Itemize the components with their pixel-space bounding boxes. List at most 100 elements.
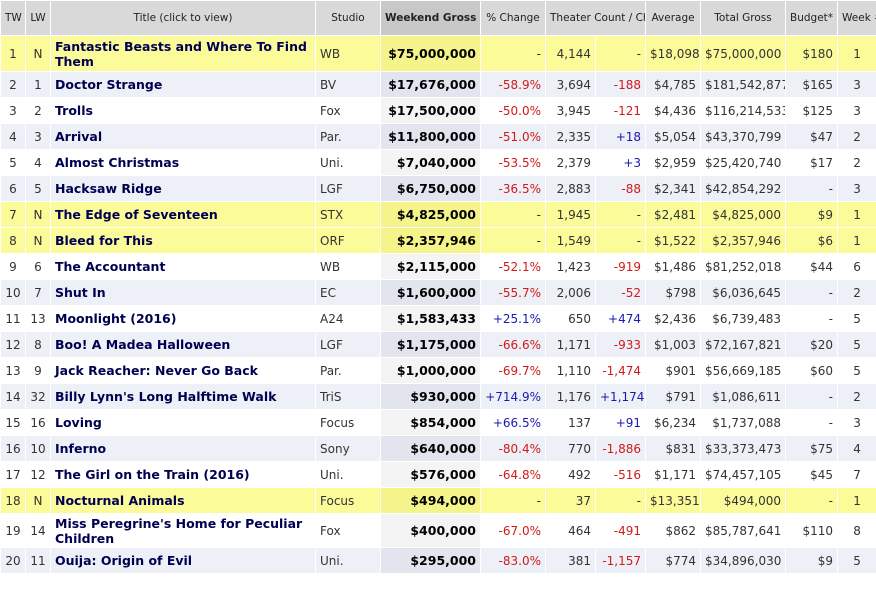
table-row: 5 4 Almost Christmas Uni. $7,040,000 -53.5% 2,… xyxy=(0,149,876,176)
theater-count: 3,945 xyxy=(545,97,596,124)
total-gross: $494,000 xyxy=(700,487,787,514)
rank-this-week: 4 xyxy=(0,123,26,150)
weekend-gross: $2,357,946 xyxy=(380,227,481,254)
percent-change: -67.0% xyxy=(480,513,546,548)
studio: Uni. xyxy=(315,461,381,488)
weekend-gross: $494,000 xyxy=(380,487,481,514)
budget: $180 xyxy=(785,35,839,72)
movie-title-link[interactable]: The Edge of Seventeen xyxy=(55,207,218,222)
theater-count: 3,694 xyxy=(545,71,596,98)
header-budget[interactable]: Budget* xyxy=(785,0,839,36)
movie-title-link[interactable]: The Accountant xyxy=(55,259,166,274)
movie-title-link[interactable]: Billy Lynn's Long Halftime Walk xyxy=(55,389,277,404)
average: $4,785 xyxy=(645,71,702,98)
table-row: 20 11 Ouija: Origin of Evil Uni. $295,000 -83… xyxy=(0,547,876,574)
header-theater-count[interactable]: Theater Count / Change xyxy=(544,0,647,36)
rank-last-week: 7 xyxy=(25,279,51,306)
rank-last-week: N xyxy=(25,227,51,254)
header-title[interactable]: Title (click to view) xyxy=(50,0,316,36)
total-gross: $42,854,292 xyxy=(700,175,787,202)
total-gross: $4,825,000 xyxy=(700,201,787,228)
studio: A24 xyxy=(315,305,381,332)
average: $13,351 xyxy=(645,487,702,514)
theater-change: +91 xyxy=(594,409,647,436)
theater-change: +474 xyxy=(594,305,647,332)
header-average[interactable]: Average xyxy=(645,0,702,36)
total-gross: $1,086,611 xyxy=(700,383,787,410)
average: $5,054 xyxy=(645,123,702,150)
movie-title-link[interactable]: Trolls xyxy=(55,103,93,118)
movie-title-link[interactable]: The Girl on the Train (2016) xyxy=(55,467,250,482)
title-cell: The Girl on the Train (2016) xyxy=(50,461,316,488)
theater-count: 4,144 xyxy=(545,35,596,72)
header-pct-change[interactable]: % Change xyxy=(480,0,546,36)
movie-title-link[interactable]: Miss Peregrine's Home for Peculiar Child… xyxy=(55,515,303,546)
week-number: 5 xyxy=(837,547,876,574)
header-lw[interactable]: LW xyxy=(25,0,51,36)
week-number: 5 xyxy=(837,357,876,384)
rank-this-week: 19 xyxy=(0,513,26,548)
average: $774 xyxy=(645,547,702,574)
average: $2,341 xyxy=(645,175,702,202)
movie-title-link[interactable]: Ouija: Origin of Evil xyxy=(55,553,193,568)
rank-last-week: 8 xyxy=(25,331,51,358)
weekend-gross: $295,000 xyxy=(380,547,481,574)
title-cell: Shut In xyxy=(50,279,316,306)
average: $1,486 xyxy=(645,253,702,280)
budget: $6 xyxy=(785,227,839,254)
rank-last-week: 14 xyxy=(25,513,51,548)
average: $2,436 xyxy=(645,305,702,332)
percent-change: - xyxy=(480,487,546,514)
header-total-gross[interactable]: Total Gross xyxy=(700,0,787,36)
studio: Fox xyxy=(315,97,381,124)
average: $2,481 xyxy=(645,201,702,228)
average: $901 xyxy=(645,357,702,384)
movie-title-link[interactable]: Moonlight (2016) xyxy=(55,311,177,326)
rank-this-week: 7 xyxy=(0,201,26,228)
movie-title-link[interactable]: Boo! A Madea Halloween xyxy=(55,337,231,352)
budget: $165 xyxy=(785,71,839,98)
movie-title-link[interactable]: Doctor Strange xyxy=(55,77,163,92)
movie-title-link[interactable]: Loving xyxy=(55,415,102,430)
table-row: 12 8 Boo! A Madea Halloween LGF $1,175,000 -6… xyxy=(0,331,876,358)
studio: ORF xyxy=(315,227,381,254)
budget: $9 xyxy=(785,547,839,574)
weekend-gross: $2,115,000 xyxy=(380,253,481,280)
rank-this-week: 12 xyxy=(0,331,26,358)
percent-change: - xyxy=(480,227,546,254)
total-gross: $43,370,799 xyxy=(700,123,787,150)
header-tw[interactable]: TW xyxy=(0,0,26,36)
studio: LGF xyxy=(315,175,381,202)
rank-last-week: 6 xyxy=(25,253,51,280)
percent-change: - xyxy=(480,201,546,228)
weekend-gross: $17,500,000 xyxy=(380,97,481,124)
table-row: 7 N The Edge of Seventeen STX $4,825,000-1,9… xyxy=(0,201,876,228)
weekend-gross: $1,000,000 xyxy=(380,357,481,384)
movie-title-link[interactable]: Inferno xyxy=(55,441,107,456)
average: $1,171 xyxy=(645,461,702,488)
budget: - xyxy=(785,409,839,436)
rank-this-week: 18 xyxy=(0,487,26,514)
rank-last-week: 4 xyxy=(25,149,51,176)
movie-title-link[interactable]: Hacksaw Ridge xyxy=(55,181,162,196)
movie-title-link[interactable]: Bleed for This xyxy=(55,233,153,248)
percent-change: +714.9% xyxy=(480,383,546,410)
header-weekend-gross[interactable]: Weekend Gross xyxy=(380,0,481,36)
theater-change: -516 xyxy=(594,461,647,488)
table-row: 11 13 Moonlight (2016) A24 $1,583,433 +25.1% 6… xyxy=(0,305,876,332)
header-week[interactable]: Week # xyxy=(837,0,876,36)
week-number: 3 xyxy=(837,71,876,98)
total-gross: $6,036,645 xyxy=(700,279,787,306)
header-studio[interactable]: Studio xyxy=(315,0,381,36)
rank-last-week: N xyxy=(25,35,51,72)
movie-title-link[interactable]: Jack Reacher: Never Go Back xyxy=(55,363,258,378)
table-row: 14 32 Billy Lynn's Long Halftime Walk TriS $… xyxy=(0,383,876,410)
movie-title-link[interactable]: Fantastic Beasts and Where To Find Them xyxy=(55,38,307,69)
table-row: 15 16 Loving Focus $854,000 +66.5% 137 +91 $6,23… xyxy=(0,409,876,436)
movie-title-link[interactable]: Nocturnal Animals xyxy=(55,493,185,508)
movie-title-link[interactable]: Arrival xyxy=(55,129,103,144)
rank-last-week: 16 xyxy=(25,409,51,436)
movie-title-link[interactable]: Shut In xyxy=(55,285,106,300)
movie-title-link[interactable]: Almost Christmas xyxy=(55,155,180,170)
weekend-gross: $17,676,000 xyxy=(380,71,481,98)
